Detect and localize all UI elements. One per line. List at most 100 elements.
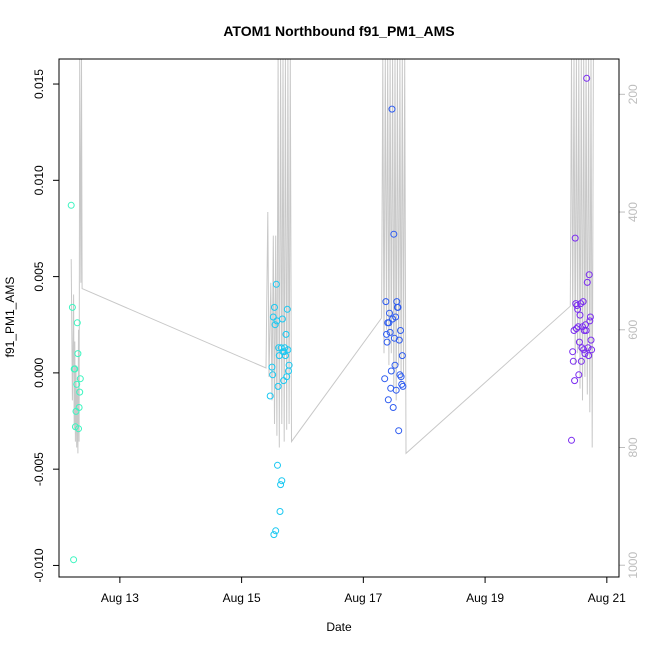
data-point: [383, 338, 391, 346]
data-point: [272, 527, 280, 535]
data-point: [268, 363, 276, 371]
data-point: [399, 382, 407, 390]
data-point: [569, 348, 577, 356]
data-point: [284, 346, 292, 354]
x-tick-label: Aug 17: [344, 591, 382, 605]
data-point: [387, 367, 395, 375]
data-point: [385, 319, 393, 327]
data-point: [398, 352, 406, 360]
data-point: [381, 375, 389, 383]
data-point: [395, 336, 403, 344]
y-tick-label: 0.015: [32, 69, 46, 99]
data-point: [285, 361, 293, 369]
data-point: [581, 350, 589, 358]
right-y-tick-label: 1000: [626, 552, 640, 579]
data-point: [394, 303, 402, 311]
data-point: [397, 373, 405, 381]
data-point: [73, 380, 81, 388]
data-point: [571, 234, 579, 242]
data-point: [574, 305, 582, 313]
plot-frame: [58, 58, 620, 578]
data-point: [391, 361, 399, 369]
data-point: [585, 352, 593, 360]
data-point: [575, 338, 583, 346]
data-point: [269, 313, 277, 321]
data-point: [588, 346, 596, 354]
chart-title: ATOM1 Northbound f91_PM1_AMS: [223, 23, 454, 39]
data-point: [585, 271, 593, 279]
y-tick-label: -0.005: [32, 452, 46, 486]
data-point: [384, 396, 392, 404]
x-axis-label: Date: [326, 620, 352, 634]
data-point: [392, 313, 400, 321]
data-point: [71, 365, 79, 373]
data-point: [587, 336, 595, 344]
data-point: [574, 323, 582, 331]
data-point: [76, 375, 84, 383]
data-point: [396, 371, 404, 379]
data-point: [386, 309, 393, 317]
data-point: [276, 508, 284, 515]
data-point: [70, 556, 78, 564]
right-y-tick-label: 800: [626, 437, 640, 457]
data-point: [573, 302, 581, 309]
data-point: [75, 425, 82, 433]
y-axis-label: f91_PM1_AMS: [3, 277, 17, 358]
data-point: [272, 280, 280, 288]
data-point: [582, 327, 590, 334]
y-tick-label: 0.010: [32, 165, 46, 195]
data-point: [386, 328, 394, 336]
data-point: [397, 327, 404, 334]
x-tick-label: Aug 15: [223, 591, 261, 605]
right-y-tick-label: 400: [626, 202, 640, 222]
data-point: [274, 461, 281, 469]
right-y-tick-label: 200: [626, 84, 640, 104]
data-point: [281, 352, 289, 360]
data-point: [67, 201, 75, 209]
y-tick-label: 0.000: [32, 358, 46, 388]
data-point: [280, 348, 288, 356]
data-point: [278, 477, 286, 485]
x-tick-label: Aug 13: [101, 591, 139, 605]
data-point: [68, 303, 76, 311]
data-point: [583, 74, 591, 82]
data-point: [382, 298, 390, 306]
data-point: [571, 377, 579, 385]
x-tick-label: Aug 19: [466, 591, 504, 605]
plot-area: -0.010 -0.005 0.000 0.005 0.010 0.015 Aug 13 Au…: [32, 58, 640, 605]
data-point: [586, 317, 594, 325]
data-point: [576, 311, 584, 319]
data-point: [583, 278, 591, 286]
data-point: [389, 404, 397, 411]
y-tick-label: 0.005: [32, 261, 46, 291]
data-point: [579, 298, 587, 306]
data-point: [392, 386, 400, 394]
data-point: [580, 346, 588, 354]
data-point: [568, 436, 575, 444]
y-tick-label: -0.010: [32, 548, 46, 582]
right-y-tick-label: 600: [626, 319, 640, 339]
data-point: [73, 319, 81, 327]
data-point: [282, 330, 290, 338]
data-point: [271, 321, 279, 329]
data-point: [383, 330, 390, 338]
data-point: [584, 344, 592, 352]
data-point: [277, 481, 285, 489]
data-point: [274, 382, 282, 390]
data-point: [569, 357, 577, 365]
data-point: [278, 315, 286, 323]
data-point: [572, 325, 580, 333]
data-point: [74, 350, 82, 358]
x-tick-label: Aug 21: [588, 591, 626, 605]
data-point: [390, 230, 398, 238]
data-point: [269, 371, 277, 379]
data-point: [388, 105, 396, 113]
data-point: [75, 404, 83, 411]
data-point: [271, 303, 278, 311]
data-point: [76, 388, 84, 396]
data-point: [266, 392, 274, 400]
data-point: [575, 371, 583, 379]
data-point: [395, 427, 403, 435]
